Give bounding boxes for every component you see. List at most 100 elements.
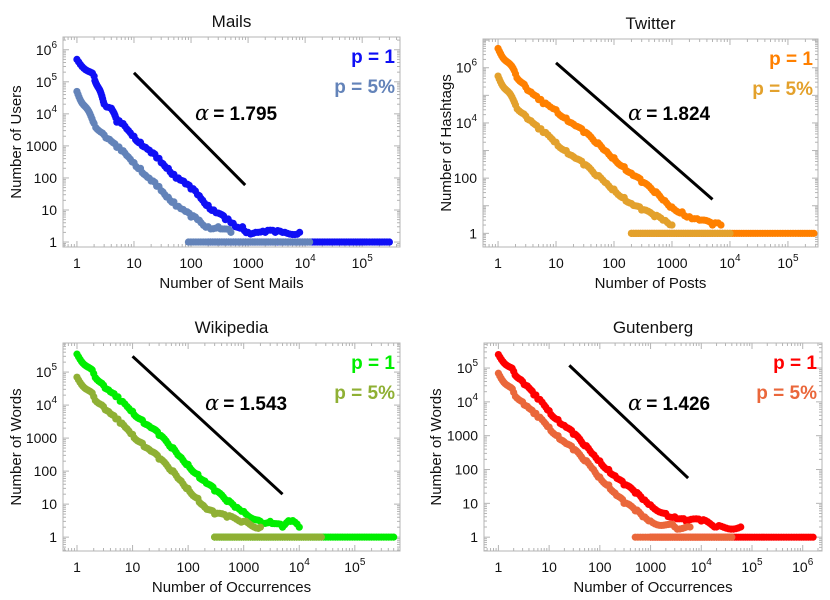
x-tick-label: 100 bbox=[602, 255, 626, 271]
alpha-annotation: α = 1.824 bbox=[628, 101, 711, 125]
series-p-1 bbox=[494, 44, 818, 237]
y-axis-label: Number of Words bbox=[428, 388, 445, 505]
y-tick-label: 104 bbox=[36, 395, 58, 413]
scatter-point bbox=[686, 523, 694, 531]
legend-entry: p = 5% bbox=[334, 77, 395, 98]
x-tick-label: 10 bbox=[125, 559, 141, 575]
x-tick-label: 1000 bbox=[228, 559, 259, 575]
x-tick-label: 106 bbox=[792, 557, 814, 575]
x-tick-label: 10 bbox=[548, 255, 564, 271]
y-tick-label: 1000 bbox=[447, 428, 478, 444]
panel-title: Twitter bbox=[625, 14, 675, 33]
x-axis-label: Number of Sent Mails bbox=[159, 275, 303, 292]
alpha-symbol: α bbox=[195, 101, 209, 125]
axis-ticks bbox=[484, 343, 822, 552]
series-p-1 bbox=[73, 350, 398, 541]
tick-exponent: 6 bbox=[471, 58, 477, 69]
wikipedia-panel: 1 10 100 1000 104 105 1 10 100 1000 104 105 α = 1.543… bbox=[8, 318, 401, 596]
alpha-value: = 1.543 bbox=[223, 394, 287, 415]
legend-entry: p = 1 bbox=[773, 353, 817, 374]
tick-exponent: 5 bbox=[367, 253, 373, 264]
y-tick-label: 100 bbox=[34, 170, 58, 186]
x-tick-label: 100 bbox=[176, 559, 200, 575]
tick-exponent: 5 bbox=[757, 557, 763, 568]
series-p-5pct bbox=[73, 87, 314, 246]
scatter-point bbox=[306, 238, 314, 246]
tick-exponent: 4 bbox=[471, 113, 477, 124]
y-tick-label: 105 bbox=[36, 362, 58, 380]
alpha-symbol: α bbox=[628, 391, 642, 415]
x-tick-label: 1000 bbox=[635, 559, 666, 575]
y-axis-label: Number of Words bbox=[8, 388, 25, 505]
tick-exponent: 4 bbox=[472, 392, 478, 403]
scatter-point bbox=[717, 221, 725, 229]
tick-exponent: 4 bbox=[304, 557, 310, 568]
scatter-point bbox=[668, 221, 676, 229]
alpha-annotation: α = 1.426 bbox=[628, 391, 710, 415]
panel-title: Wikipedia bbox=[195, 318, 269, 337]
power-law-reference-line bbox=[555, 61, 714, 201]
tick-exponent: 4 bbox=[706, 557, 712, 568]
scatter-point bbox=[728, 533, 736, 541]
plot-frame bbox=[62, 36, 401, 248]
y-tick-label: 104 bbox=[456, 113, 478, 131]
x-tick-label: 100 bbox=[179, 255, 203, 271]
scatter-point bbox=[809, 533, 817, 541]
mails-panel: 1 10 100 1000 104 105 1 10 100 1000 104 105 106 α = 1.… bbox=[8, 12, 401, 292]
scatter-point bbox=[256, 523, 265, 531]
tick-exponent: 4 bbox=[310, 253, 316, 264]
twitter-panel: 1 10 100 1000 104 105 1 100 104 106 α = 1.824 p = 1 p… bbox=[438, 14, 819, 292]
scatter-point bbox=[317, 533, 325, 541]
scatter-point bbox=[385, 238, 394, 246]
y-tick-label: 100 bbox=[454, 170, 478, 186]
scatter-point bbox=[227, 228, 235, 236]
x-tick-label: 104 bbox=[289, 557, 311, 575]
y-tick-label: 100 bbox=[455, 462, 479, 478]
axis-ticks bbox=[63, 343, 400, 551]
tick-exponent: 5 bbox=[51, 362, 57, 373]
power-law-reference-line bbox=[132, 71, 247, 187]
y-tick-label: 100 bbox=[34, 463, 58, 479]
tick-exponent: 4 bbox=[735, 253, 741, 264]
y-tick-label: 1000 bbox=[26, 138, 57, 154]
y-tick-label: 1 bbox=[470, 529, 478, 545]
x-tick-label: 100 bbox=[588, 559, 612, 575]
plot-frame bbox=[483, 342, 823, 552]
x-axis-label: Number of Posts bbox=[595, 275, 707, 292]
x-tick-label: 104 bbox=[719, 253, 741, 271]
legend-entry: p = 5% bbox=[756, 383, 817, 404]
power-law-reference-line bbox=[131, 355, 284, 496]
y-tick-label: 10 bbox=[462, 495, 478, 511]
legend-entry: p = 1 bbox=[769, 49, 813, 70]
y-tick-label: 10 bbox=[41, 202, 57, 218]
y-tick-label: 106 bbox=[456, 58, 478, 76]
alpha-symbol: α bbox=[205, 391, 219, 415]
x-tick-label: 105 bbox=[344, 557, 366, 575]
axis-ticks bbox=[63, 37, 400, 248]
tick-exponent: 5 bbox=[51, 72, 57, 83]
x-tick-label: 104 bbox=[691, 557, 713, 575]
x-axis-label: Number of Occurrences bbox=[152, 579, 311, 596]
y-tick-label: 10 bbox=[41, 496, 57, 512]
x-tick-label: 105 bbox=[741, 557, 763, 575]
alpha-symbol: α bbox=[628, 101, 642, 125]
legend-entry: p = 1 bbox=[351, 353, 395, 374]
y-tick-label: 106 bbox=[36, 40, 58, 58]
tick-exponent: 6 bbox=[808, 557, 814, 568]
y-tick-label: 105 bbox=[36, 72, 58, 90]
alpha-annotation: α = 1.543 bbox=[205, 391, 287, 415]
x-tick-label: 1 bbox=[73, 255, 81, 271]
series-p-5pct bbox=[73, 373, 325, 541]
x-tick-label: 105 bbox=[777, 253, 799, 271]
legend-entry: p = 1 bbox=[351, 47, 395, 68]
x-tick-label: 1 bbox=[73, 559, 81, 575]
scatter-point bbox=[296, 228, 304, 236]
tick-exponent: 4 bbox=[51, 395, 57, 406]
tick-exponent: 6 bbox=[51, 40, 57, 51]
x-tick-label: 10 bbox=[541, 559, 557, 575]
scatter-point bbox=[810, 229, 818, 237]
x-tick-label: 1 bbox=[495, 559, 503, 575]
series-p-5pct bbox=[494, 369, 736, 541]
axis-ticks bbox=[483, 39, 818, 247]
